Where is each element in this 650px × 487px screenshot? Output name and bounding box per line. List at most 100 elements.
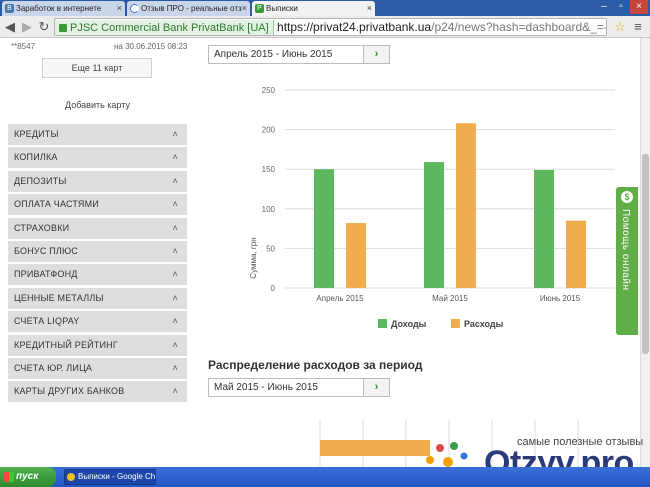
site-identity-badge[interactable]: PJSC Commercial Bank PrivatBank [UA] bbox=[55, 20, 274, 35]
sidebar-item-label: БОНУС ПЛЮС bbox=[14, 245, 78, 256]
sidebar: **8547 на 30.06.2015 08:23 Еще 11 карт Д… bbox=[0, 38, 195, 467]
y-tick-labels: 0 50 100 150 200 250 bbox=[262, 86, 276, 293]
minimize-icon[interactable]: – bbox=[601, 1, 607, 12]
taskbar-item-label: Выписки - Google Ch... bbox=[78, 472, 156, 481]
section-title: Распределение расходов за период bbox=[208, 358, 423, 372]
sidebar-item-label: КРЕДИТНЫЙ РЕЙТИНГ bbox=[14, 339, 118, 350]
site-identity-label: PJSC Commercial Bank PrivatBank [UA] bbox=[70, 22, 269, 34]
period-select-top[interactable]: Апрель 2015 - Июнь 2015 › bbox=[208, 45, 390, 64]
os-taskbar: пуск Выписки - Google Ch... bbox=[0, 467, 650, 487]
browser-tab-strip: B Заработок в интернете × Отзыв ПРО - ре… bbox=[0, 0, 650, 16]
sidebar-item-precious-metals[interactable]: ЦЕННЫЕ МЕТАЛЛЫ ˄ bbox=[8, 287, 187, 309]
url-host: https://privat24.privatbank.ua bbox=[277, 20, 432, 34]
menu-icon[interactable]: ≡ bbox=[634, 19, 642, 34]
chevron-up-icon: ˄ bbox=[172, 222, 178, 233]
browser-tab-label: Выписки bbox=[266, 4, 298, 13]
watermark-tagline: самые полезные отзывы bbox=[517, 436, 644, 448]
sidebar-item-other-banks-cards[interactable]: КАРТЫ ДРУГИХ БАНКОВ ˄ bbox=[8, 381, 187, 403]
sidebar-item-label: СЧЕТА LIQPAY bbox=[14, 316, 80, 327]
x-tick-label: Апрель 2015 bbox=[316, 294, 364, 303]
scrollbar-thumb[interactable] bbox=[642, 154, 649, 354]
more-cards-button[interactable]: Еще 11 карт bbox=[42, 58, 152, 78]
expense-distribution-chart-partial bbox=[319, 420, 579, 467]
sidebar-item-privatfond[interactable]: ПРИВАТФОНД ˄ bbox=[8, 264, 187, 286]
sidebar-item-deposits[interactable]: ДЕПОЗИТЫ ˄ bbox=[8, 170, 187, 192]
sidebar-item-legal-accounts[interactable]: СЧЕТА ЮР. ЛИЦА ˄ bbox=[8, 357, 187, 379]
income-expense-chart: 0 50 100 150 200 250 Сумма, грн Апрель 2015 Ма… bbox=[249, 86, 615, 329]
period-select-value: Май 2015 - Июнь 2015 bbox=[214, 382, 318, 393]
period-select-value: Апрель 2015 - Июнь 2015 bbox=[214, 49, 333, 60]
taskbar-item-chrome[interactable]: Выписки - Google Ch... bbox=[64, 469, 156, 485]
browser-toolbar: ◀ ▶ ↻ PJSC Commercial Bank PrivatBank [U… bbox=[0, 16, 650, 38]
bar-expense bbox=[346, 223, 366, 288]
sidebar-item-label: ЦЕННЫЕ МЕТАЛЛЫ bbox=[14, 292, 104, 303]
browser-tab-1[interactable]: B Заработок в интернете × bbox=[2, 1, 125, 16]
sidebar-item-credits[interactable]: КРЕДИТЫ ˄ bbox=[8, 124, 187, 145]
sidebar-item-label: ДЕПОЗИТЫ bbox=[14, 175, 67, 186]
sidebar-item-liqpay[interactable]: СЧЕТА LIQPAY ˄ bbox=[8, 311, 187, 333]
sidebar-item-label: КРЕДИТЫ bbox=[14, 129, 59, 139]
maximize-icon[interactable]: ▫ bbox=[619, 1, 623, 12]
sidebar-item-label: КАРТЫ ДРУГИХ БАНКОВ bbox=[14, 386, 125, 397]
vk-icon: B bbox=[5, 4, 14, 13]
windows-flag-icon bbox=[4, 472, 14, 482]
close-window-icon[interactable]: × bbox=[630, 0, 648, 14]
browser-tab-label: Заработок в интернете bbox=[16, 4, 102, 13]
sidebar-item-installments[interactable]: ОПЛАТА ЧАСТЯМИ ˄ bbox=[8, 194, 187, 216]
legend-swatch bbox=[451, 319, 460, 328]
sidebar-item-label: СТРАХОВКИ bbox=[14, 222, 70, 233]
apply-period-button[interactable]: › bbox=[363, 46, 389, 63]
reload-icon[interactable]: ↻ bbox=[38, 19, 50, 34]
y-tick-label: 250 bbox=[262, 86, 276, 95]
forward-icon[interactable]: ▶ bbox=[22, 19, 32, 34]
browser-tab-3[interactable]: P Выписки × bbox=[252, 1, 375, 16]
sidebar-item-insurance[interactable]: СТРАХОВКИ ˄ bbox=[8, 217, 187, 239]
privatbank-icon: P bbox=[255, 4, 264, 13]
sidebar-item-label: СЧЕТА ЮР. ЛИЦА bbox=[14, 362, 93, 373]
add-card-link[interactable]: Добавить карту bbox=[65, 100, 130, 110]
legend-label: Доходы bbox=[391, 319, 427, 329]
url-path: /p24/news?hash=dashboard&_=-23379995 bbox=[431, 20, 606, 34]
chevron-up-icon: ˄ bbox=[172, 339, 178, 350]
period-select-bottom[interactable]: Май 2015 - Июнь 2015 › bbox=[208, 378, 390, 397]
chevron-up-icon: ˄ bbox=[172, 316, 178, 327]
sidebar-item-credit-rating[interactable]: КРЕДИТНЫЙ РЕЙТИНГ ˄ bbox=[8, 334, 187, 356]
bar-income bbox=[314, 169, 334, 288]
loading-icon bbox=[130, 4, 139, 13]
x-tick-label: Июнь 2015 bbox=[540, 294, 581, 303]
close-tab-icon[interactable]: × bbox=[366, 3, 372, 13]
chevron-up-icon: ˄ bbox=[172, 386, 178, 397]
y-tick-label: 50 bbox=[266, 244, 275, 253]
apply-period-button[interactable]: › bbox=[363, 379, 389, 396]
main-content: Апрель 2015 - Июнь 2015 › 0 50 100 150 200 25… bbox=[195, 38, 640, 467]
bar-expense bbox=[566, 220, 586, 288]
sidebar-item-label: ПРИВАТФОНД bbox=[14, 269, 78, 280]
close-tab-icon[interactable]: × bbox=[116, 3, 122, 13]
chart-legend: Доходы Расходы bbox=[378, 319, 504, 329]
page-scrollbar[interactable] bbox=[640, 38, 650, 467]
sidebar-item-piggybank[interactable]: КОПИЛКА ˄ bbox=[8, 147, 187, 169]
browser-tab-label: Отзыв ПРО - реальные отз bbox=[141, 4, 242, 13]
sidebar-item-label: КОПИЛКА bbox=[14, 152, 58, 163]
chevron-up-icon: ˄ bbox=[172, 292, 178, 303]
help-online-tab[interactable]: $ Помощь онлайн bbox=[616, 187, 638, 335]
close-tab-icon[interactable]: × bbox=[241, 3, 247, 13]
lock-icon bbox=[59, 24, 67, 32]
card-date: на 30.06.2015 08:23 bbox=[114, 42, 188, 51]
otzyv-logo-dots-icon bbox=[426, 442, 468, 478]
chevron-up-icon: ˄ bbox=[172, 362, 178, 373]
start-label: пуск bbox=[16, 471, 39, 482]
bar-income bbox=[534, 169, 554, 288]
sidebar-item-bonus-plus[interactable]: БОНУС ПЛЮС ˄ bbox=[8, 240, 187, 262]
bookmark-star-icon[interactable]: ☆ bbox=[614, 19, 626, 34]
sidebar-item-label: ОПЛАТА ЧАСТЯМИ bbox=[14, 199, 99, 210]
back-icon[interactable]: ◀ bbox=[5, 19, 15, 34]
start-button[interactable]: пуск bbox=[0, 467, 56, 487]
x-tick-label: Май 2015 bbox=[432, 294, 468, 303]
legend-label: Расходы bbox=[464, 319, 504, 329]
address-bar[interactable]: PJSC Commercial Bank PrivatBank [UA] htt… bbox=[54, 18, 607, 36]
chart-grid bbox=[285, 89, 615, 289]
chevron-up-icon: ˄ bbox=[172, 129, 178, 139]
dollar-icon: $ bbox=[621, 191, 633, 203]
browser-tab-2[interactable]: Отзыв ПРО - реальные отз × bbox=[127, 1, 250, 16]
